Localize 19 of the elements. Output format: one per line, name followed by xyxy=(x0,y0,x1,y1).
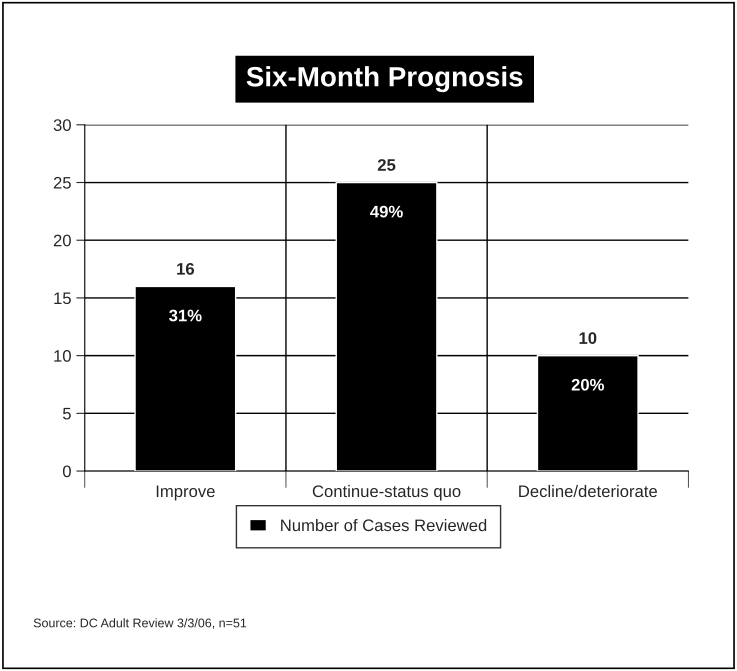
y-tick-label: 5 xyxy=(62,408,71,420)
chart-title: Six-Month Prognosis xyxy=(246,66,522,92)
y-tick-label: 15 xyxy=(54,292,71,304)
y-tick-label: 30 xyxy=(54,119,71,132)
y-tick-label: 20 xyxy=(54,234,71,246)
data-label: 10 xyxy=(580,332,596,344)
y-tick-label: 0 xyxy=(62,465,71,478)
source-note: Source: DC Adult Review 3/3/06, n=51 xyxy=(34,618,246,629)
annotation: 49% xyxy=(370,206,403,218)
y-tick-label: 25 xyxy=(54,176,71,189)
data-label: 16 xyxy=(177,262,194,275)
annotation: 20% xyxy=(572,378,604,391)
x-tick-label: Decline/deteriorate xyxy=(519,484,657,498)
x-tick-label: Continue-status quo xyxy=(312,484,460,500)
y-tick-label: 10 xyxy=(54,350,71,362)
legend-label: Number of Cases Reviewed xyxy=(281,518,486,532)
annotation: 31% xyxy=(169,310,202,322)
data-label: 25 xyxy=(378,159,396,171)
x-tick-label: Improve xyxy=(156,486,215,500)
